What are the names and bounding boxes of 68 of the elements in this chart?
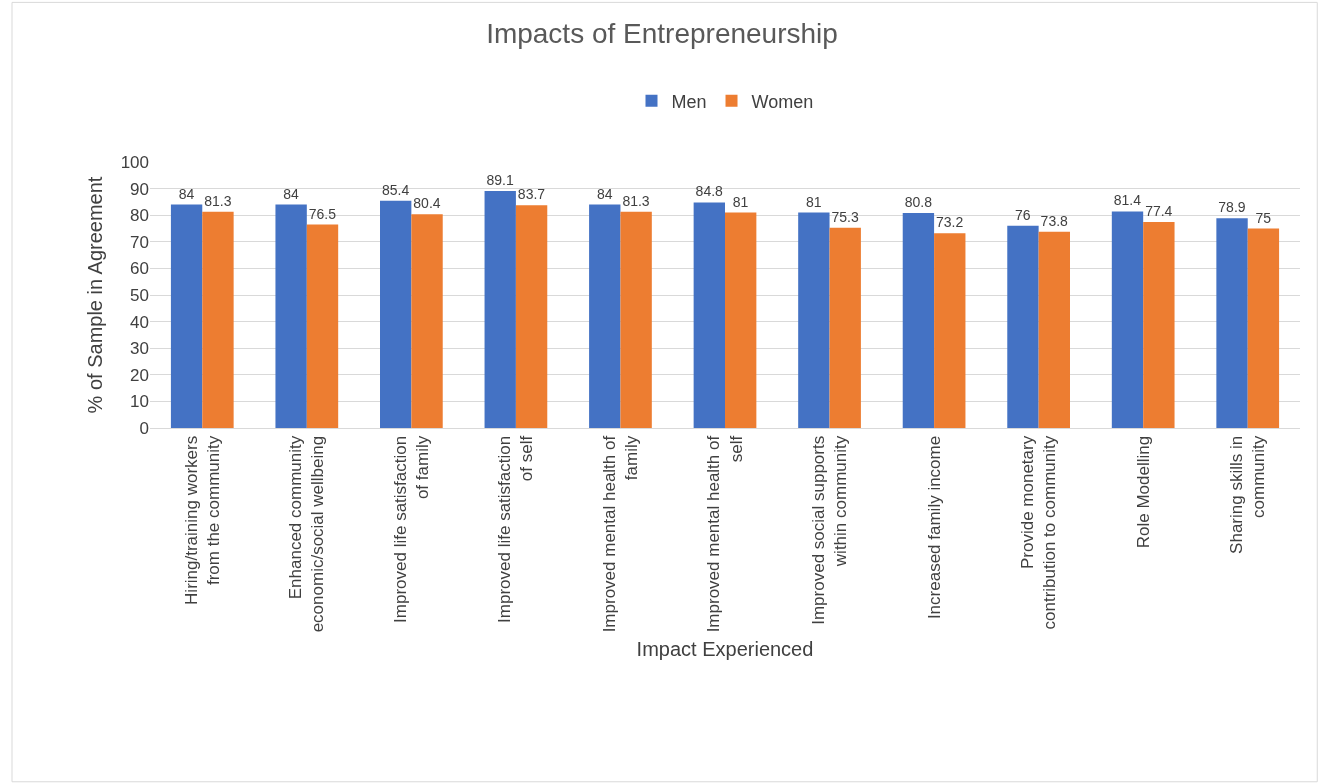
x-tick-label: Improved life satisfaction of family: [390, 435, 432, 623]
bar: [515, 205, 548, 428]
x-tick-label: Hiring/training workers from the community: [181, 435, 223, 605]
bar: [411, 214, 443, 428]
bar: [484, 190, 516, 428]
bar: [306, 224, 339, 428]
y-tick-label: 10: [130, 392, 149, 412]
bar: [202, 211, 234, 428]
data-label: 80.8: [904, 194, 933, 211]
data-label: 84: [178, 185, 195, 202]
data-label: 81.3: [622, 192, 650, 209]
y-axis-title: % of Sample in Agreement: [84, 176, 107, 414]
bar: [1038, 231, 1070, 428]
bar: [620, 211, 652, 428]
data-label: 77.4: [1145, 203, 1173, 220]
legend-label: Men: [671, 91, 707, 112]
data-label: 73.8: [1040, 212, 1069, 229]
legend-label: Women: [751, 91, 814, 112]
x-tick-label: Improved mental health of family: [599, 435, 642, 633]
bar: [934, 233, 966, 428]
x-tick-label: Role Modelling: [1133, 435, 1153, 549]
data-label: 89.1: [486, 171, 514, 188]
data-label: 81.3: [204, 192, 232, 209]
y-tick-label: 0: [139, 418, 149, 438]
x-tick-label: Improved life satisfaction of self: [495, 435, 537, 623]
bar: [170, 204, 203, 428]
y-tick-label: 60: [130, 259, 149, 279]
bar: [725, 212, 757, 428]
data-label: 76: [1015, 206, 1031, 223]
data-label: 81: [732, 193, 749, 210]
data-label: 75.3: [831, 208, 859, 225]
bar: [1143, 222, 1175, 428]
bar: [693, 202, 725, 428]
data-label: 78.9: [1218, 199, 1246, 216]
bar: [1247, 228, 1280, 428]
data-label: 76.5: [308, 205, 337, 222]
x-axis-title: Impact Experienced: [636, 637, 814, 660]
y-tick-label: 20: [130, 365, 149, 385]
x-tick-label: Increased family income: [924, 435, 944, 620]
y-tick-label: 80: [130, 206, 149, 226]
data-label: 75: [1255, 209, 1272, 226]
bar: [589, 204, 621, 428]
y-tick-label: 90: [130, 179, 149, 199]
data-label: 84: [283, 185, 300, 202]
bar: [1111, 211, 1144, 428]
bar: [1216, 218, 1248, 428]
x-tick-label: Improved mental health of self: [704, 435, 746, 633]
data-label: 84: [596, 185, 613, 202]
y-tick-label: 70: [130, 232, 149, 252]
data-label: 80.4: [413, 195, 441, 212]
data-label: 81: [805, 193, 822, 210]
y-tick-label: 40: [130, 312, 149, 332]
data-label: 81.4: [1113, 192, 1142, 209]
bar: [798, 212, 830, 428]
y-tick-label: 100: [120, 152, 149, 172]
data-label: 73.2: [936, 214, 964, 231]
bar: [380, 200, 412, 428]
bar: [902, 213, 935, 428]
data-label: 85.4: [381, 181, 410, 198]
data-label: 84.8: [695, 183, 724, 200]
y-tick-label: 30: [130, 339, 149, 359]
bar: [1007, 225, 1039, 428]
chart-title: Impacts of Entrepreneurship: [486, 18, 838, 50]
x-tick-label: Sharing skills in community: [1227, 435, 1269, 554]
bar: [275, 204, 307, 428]
data-label: 83.7: [517, 186, 546, 203]
y-tick-label: 50: [130, 285, 149, 305]
bar: [829, 227, 861, 428]
